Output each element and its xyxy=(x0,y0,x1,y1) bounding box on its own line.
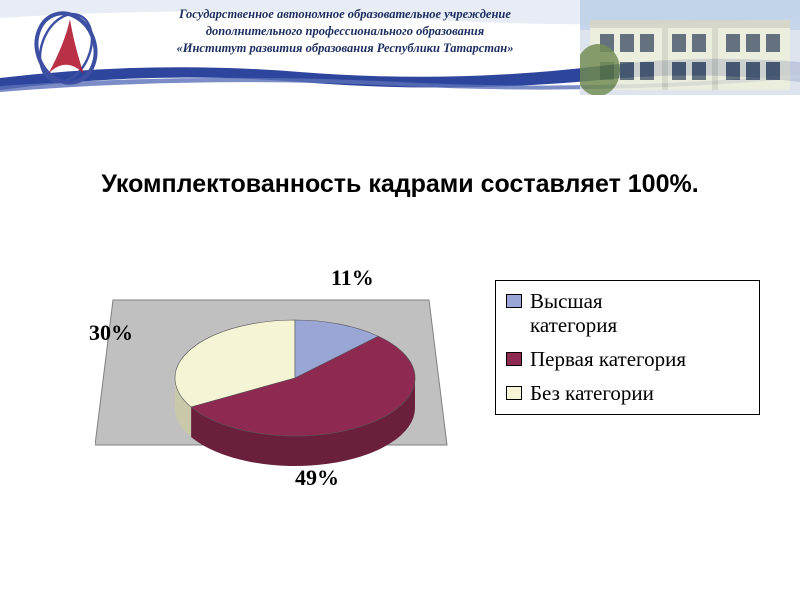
page-header: Государственное автономное образовательн… xyxy=(0,0,800,95)
page-title: Укомплектованность кадрами составляет 10… xyxy=(0,170,800,199)
building-photo xyxy=(580,0,800,95)
legend-swatch-first xyxy=(506,352,522,366)
legend-label-highest: Высшаякатегория xyxy=(530,289,617,337)
institute-logo xyxy=(26,8,106,88)
staffing-pie-chart: 11% 30% 49% xyxy=(95,260,455,500)
legend-item-highest: Высшаякатегория xyxy=(506,289,749,337)
institute-name: Государственное автономное образовательн… xyxy=(125,6,565,57)
legend-swatch-none xyxy=(506,386,522,400)
institute-line3: «Институт развития образования Республик… xyxy=(125,40,565,57)
legend-label-first: Первая категория xyxy=(530,347,686,371)
legend-item-first: Первая категория xyxy=(506,347,749,371)
legend-swatch-highest xyxy=(506,294,522,308)
institute-line1: Государственное автономное образовательн… xyxy=(125,6,565,23)
pie-label-none: 30% xyxy=(89,320,133,346)
legend-item-none: Без категории xyxy=(506,381,749,405)
institute-line2: дополнительного профессионального образо… xyxy=(125,23,565,40)
legend-label-none: Без категории xyxy=(530,381,654,405)
pie-label-highest: 11% xyxy=(331,265,374,291)
chart-legend: Высшаякатегория Первая категория Без кат… xyxy=(495,280,760,415)
pie-label-first: 49% xyxy=(295,465,339,491)
